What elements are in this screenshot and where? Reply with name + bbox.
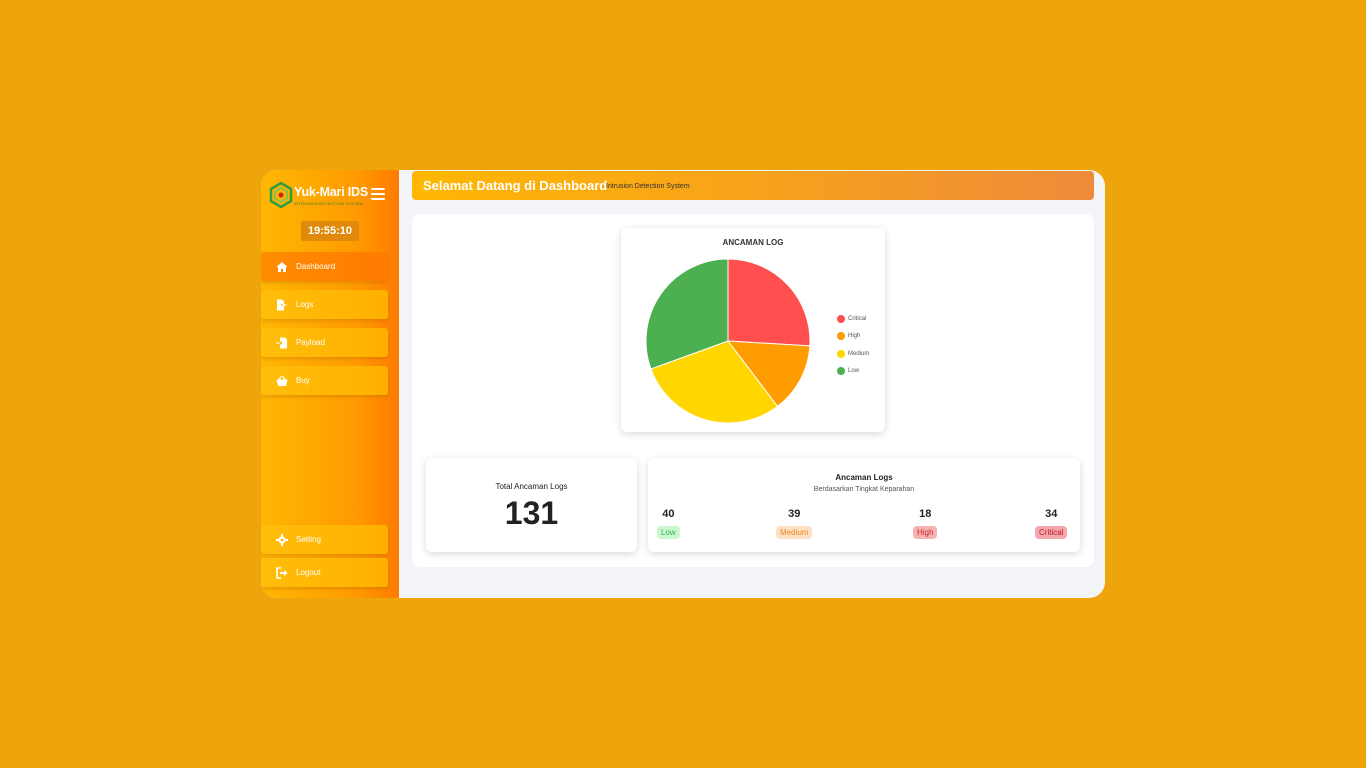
legend-dot (837, 367, 845, 376)
threat-pie-chart-card: ANCAMAN LOG Critical High Medium Low (621, 228, 885, 432)
dashboard-content: ANCAMAN LOG Critical High Medium Low Total … (412, 214, 1094, 567)
brand-tagline: INTRUSION DETECTION SYSTEM (294, 201, 363, 206)
sidebar-item-label: Logout (296, 568, 321, 577)
legend-dot (837, 349, 845, 358)
severity-critical: 34 Critical (1035, 508, 1068, 540)
legend-label: Medium (848, 350, 870, 357)
sidebar-item-setting[interactable]: Setting (261, 525, 388, 554)
legend-item-high[interactable]: High (837, 328, 869, 346)
total-threat-card: Total Ancaman Logs 131 (426, 458, 637, 552)
severity-badge: Medium (776, 526, 813, 539)
severity-medium: 39 Medium (776, 508, 813, 540)
sidebar-item-payload[interactable]: Payload (261, 328, 388, 357)
brand-name: Yuk-Mari IDS (294, 185, 369, 199)
legend-item-critical[interactable]: Critical (837, 310, 869, 328)
gear-icon (275, 533, 289, 546)
page-header: Selamat Datang di Dashboard Intrusion De… (412, 171, 1094, 200)
chart-legend: Critical High Medium Low (837, 310, 869, 380)
sidebar-item-label: Buy (296, 376, 310, 385)
file-import-icon (275, 337, 289, 349)
severity-card: Ancaman Logs Berdasarkan Tingkat Keparah… (648, 458, 1080, 552)
legend-label: Low (848, 368, 860, 375)
severity-high: 18 High (913, 508, 938, 540)
severity-badge: High (913, 526, 938, 539)
clock: 19:55:10 (301, 221, 359, 241)
severity-count: 39 (788, 508, 801, 520)
pie-slice-high[interactable] (726, 340, 811, 408)
app-window: Yuk-Mari IDS INTRUSION DETECTION SYSTEM … (261, 170, 1105, 598)
pie-slice-critical[interactable] (727, 258, 811, 347)
brand-logo-icon (269, 182, 293, 208)
legend-label: High (848, 333, 861, 340)
severity-badge: Critical (1035, 526, 1068, 539)
pie-slice-medium[interactable] (650, 340, 779, 424)
severity-subtitle: Berdasarkan Tingkat Keparahan (813, 486, 915, 493)
page-subtitle: Intrusion Detection System (606, 183, 690, 190)
sidebar-item-logout[interactable]: Logout (261, 558, 388, 587)
legend-dot (837, 314, 845, 323)
legend-dot (837, 332, 845, 341)
sidebar-item-label: Payload (296, 338, 325, 347)
sidebar-item-logs[interactable]: Logs (261, 290, 388, 319)
logout-icon (275, 566, 289, 579)
sidebar-item-label: Dashboard (296, 262, 336, 271)
severity-count: 40 (662, 508, 675, 520)
sidebar-item-label: Logs (296, 300, 314, 309)
severity-count: 18 (919, 508, 932, 520)
home-icon (275, 261, 289, 273)
sidebar-item-buy[interactable]: Buy (261, 366, 388, 395)
legend-item-medium[interactable]: Medium (837, 345, 869, 363)
legend-label: Critical (848, 315, 867, 322)
sidebar: Yuk-Mari IDS INTRUSION DETECTION SYSTEM … (261, 170, 399, 598)
menu-toggle-icon[interactable] (371, 188, 385, 200)
pie-slice-low[interactable] (645, 258, 729, 370)
brand[interactable]: Yuk-Mari IDS INTRUSION DETECTION SYSTEM (269, 182, 391, 208)
page-title: Selamat Datang di Dashboard (423, 178, 608, 193)
total-value: 131 (504, 495, 559, 531)
severity-title: Ancaman Logs (835, 473, 893, 482)
severity-count: 34 (1045, 508, 1058, 520)
severity-badge: Low (657, 526, 680, 539)
chart-title: ANCAMAN LOG (722, 238, 784, 247)
sidebar-item-label: Setting (296, 535, 321, 544)
total-label: Total Ancaman Logs (495, 482, 568, 491)
legend-item-low[interactable]: Low (837, 363, 869, 381)
pie-chart (645, 258, 811, 424)
basket-icon (275, 375, 289, 387)
file-export-icon (275, 299, 289, 311)
sidebar-item-dashboard[interactable]: Dashboard (261, 252, 388, 281)
severity-low: 40 Low (657, 508, 680, 540)
